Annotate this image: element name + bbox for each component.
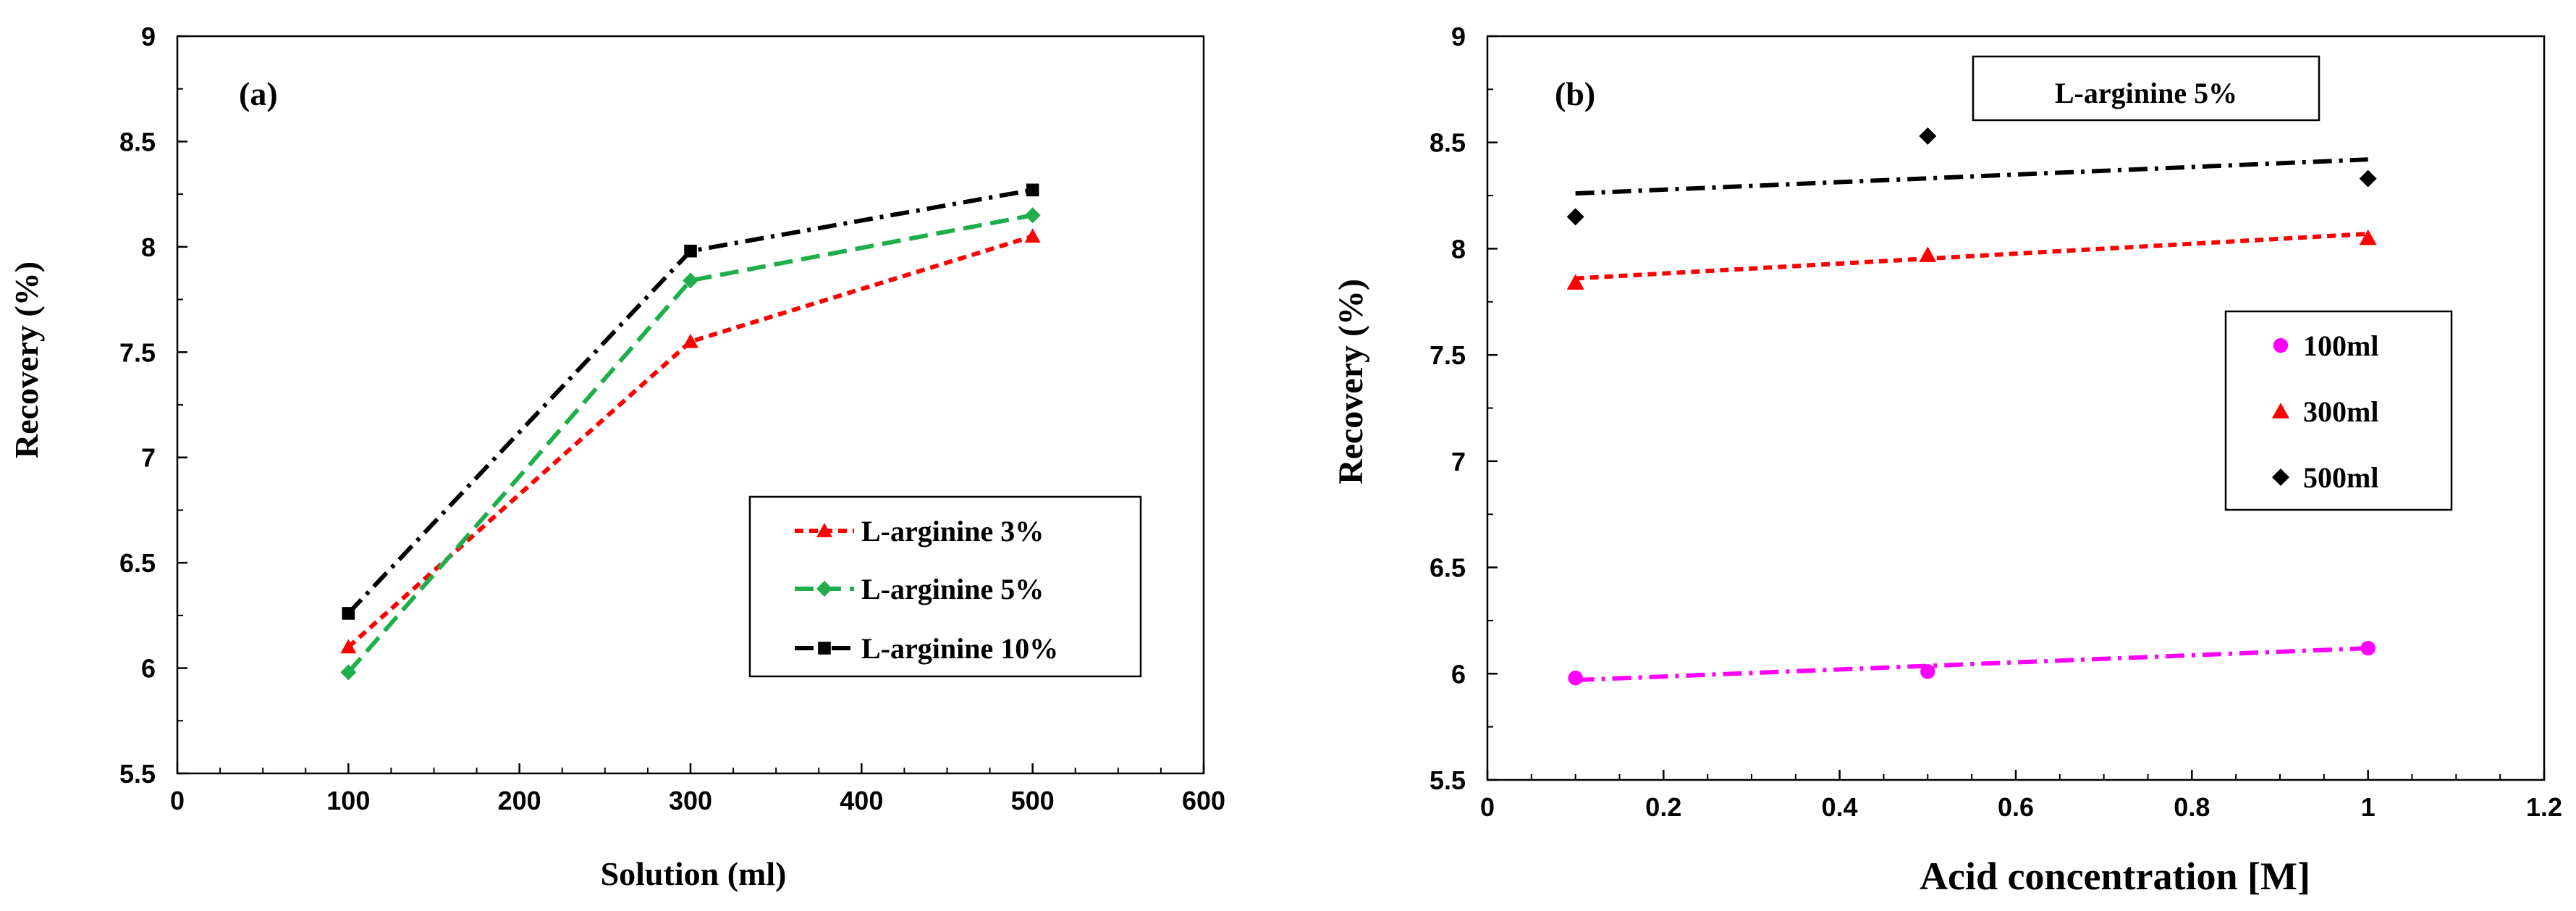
annotation-box (1972, 55, 2320, 122)
y-tick-label: 5.5 (1430, 765, 1466, 795)
data-point (1919, 246, 1937, 262)
data-point (1024, 207, 1041, 224)
x-tick-label: 0.8 (2174, 792, 2210, 822)
legend-marker (818, 642, 831, 655)
data-point (2359, 229, 2377, 245)
legend-marker (816, 581, 832, 597)
legend-box-a (748, 495, 1142, 678)
legend-label-series-1: L-arginine 3% (861, 515, 1044, 547)
data-point (342, 607, 355, 620)
panel-label-b: (b) (1555, 75, 1595, 112)
annotation-text: L-arginine 5% (2055, 77, 2237, 109)
y-tick-label: 7 (1451, 447, 1466, 477)
x-tick-label: 400 (840, 786, 883, 815)
trend-line-2 (1575, 231, 2368, 281)
x-tick-label: 300 (669, 786, 712, 815)
y-axis-label-a: Recovery (%) (8, 261, 45, 458)
trend-line-3 (1575, 157, 2368, 196)
y-tick-label: 6.5 (1430, 553, 1466, 583)
data-point (2359, 169, 2377, 188)
x-tick-label: 1 (2361, 792, 2376, 822)
data-point (2360, 640, 2376, 656)
x-tick-label: 500 (1011, 786, 1055, 815)
legend-marker (816, 523, 832, 537)
y-tick-label: 6 (1451, 659, 1466, 689)
series-line-2 (347, 213, 1034, 674)
x-tick-label: 600 (1182, 786, 1225, 815)
x-tick-label: 0.4 (1822, 792, 1858, 822)
legend-label-500ml: 500ml (2303, 461, 2378, 494)
data-point (1566, 274, 1584, 290)
y-tick-label: 7 (141, 443, 156, 473)
chart-panel-b: (b) L-arginine 5% Acid concentration [M]… (1332, 22, 2562, 898)
x-axis-label-a: Solution (ml) (601, 855, 787, 892)
y-tick-label: 8.5 (1430, 128, 1466, 158)
data-point (1920, 664, 1935, 679)
data-point (683, 333, 698, 348)
x-tick-label: 0 (170, 786, 185, 815)
y-tick-label: 7.5 (1430, 340, 1466, 370)
data-point (340, 639, 357, 654)
legend-box-b (2224, 310, 2453, 511)
y-tick-label: 5.5 (119, 759, 156, 789)
data-point (683, 272, 698, 289)
x-tick-label: 0.6 (1998, 792, 2034, 822)
y-tick-label: 6.5 (119, 548, 156, 578)
y-tick-label: 9 (1451, 22, 1466, 51)
x-tick-label: 100 (326, 786, 370, 815)
data-point (1566, 208, 1584, 226)
legend-marker (2272, 403, 2289, 419)
y-axis-label-b: Recovery (%) (1332, 279, 1370, 484)
data-point (1026, 183, 1039, 197)
panel-label-a: (a) (239, 75, 278, 112)
x-axis-label-b: Acid concentration [M] (1920, 855, 2310, 898)
x-tick-label: 200 (498, 786, 541, 815)
data-point (340, 664, 357, 681)
y-tick-label: 7.5 (119, 337, 156, 367)
series-line-1 (347, 234, 1034, 649)
legend-label-series-2: L-arginine 5% (861, 573, 1044, 605)
trend-line-1 (1575, 646, 2368, 683)
y-tick-label: 8.5 (119, 127, 156, 156)
x-tick-label: 0 (1480, 792, 1495, 822)
y-tick-label: 8 (141, 232, 156, 262)
legend-label-series-3: L-arginine 10% (861, 632, 1058, 665)
x-tick-label: 1.2 (2526, 792, 2562, 822)
data-point (1568, 670, 1583, 686)
y-tick-label: 9 (141, 22, 156, 51)
data-point (684, 244, 697, 258)
legend-label-100ml: 100ml (2303, 329, 2378, 362)
y-tick-label: 8 (1451, 234, 1466, 264)
x-tick-label: 0.2 (1645, 792, 1681, 822)
legend-marker (2272, 469, 2289, 486)
data-point (1919, 127, 1937, 145)
data-point (1024, 228, 1041, 243)
y-tick-label: 6 (141, 654, 156, 684)
legend-marker (2273, 337, 2289, 353)
legend-label-300ml: 300ml (2303, 395, 2378, 428)
chart-panel-a: (a) Solution (ml) Recovery (%) L-arginin… (8, 22, 1225, 892)
